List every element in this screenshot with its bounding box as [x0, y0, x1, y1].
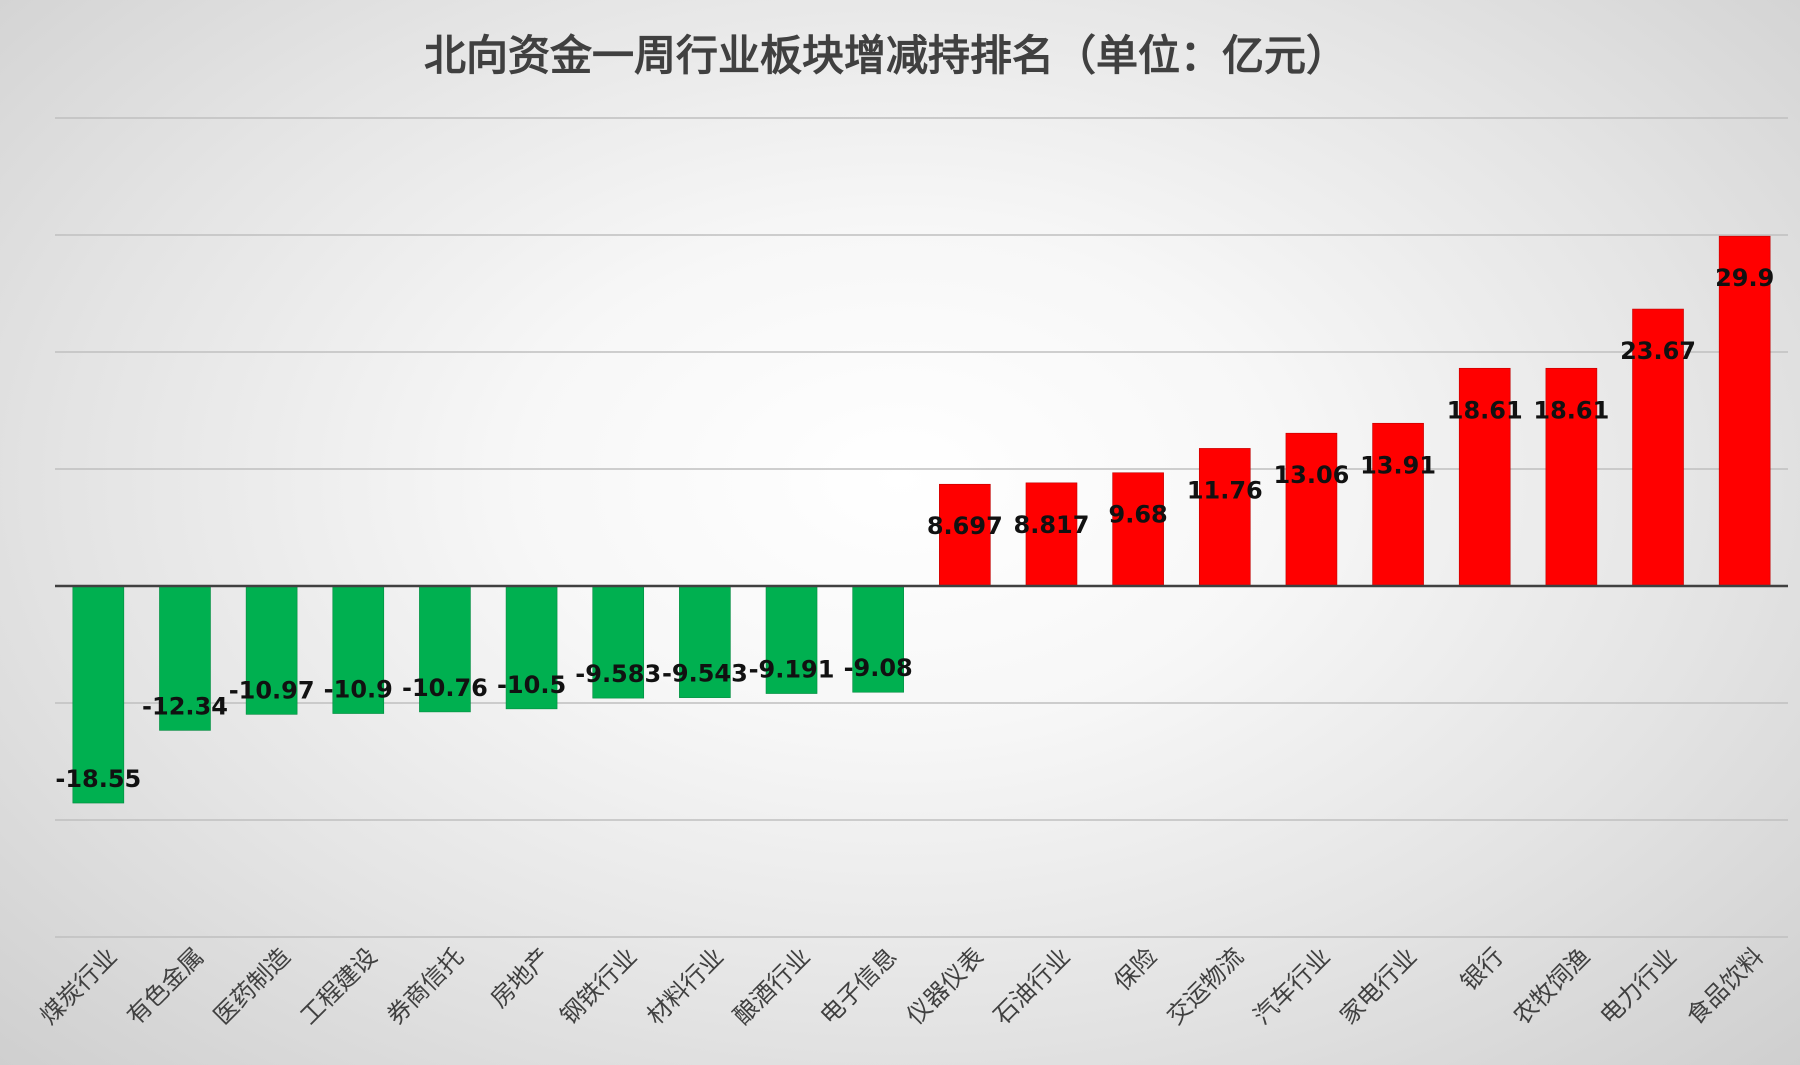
data-label: -12.34	[142, 692, 228, 720]
data-label: 18.61	[1447, 396, 1523, 424]
bar	[1718, 235, 1771, 587]
bars	[72, 235, 1771, 804]
category-label: 交运物流	[1161, 942, 1249, 1030]
category-label: 酿酒行业	[728, 942, 816, 1030]
bar	[939, 483, 991, 587]
category-label: 有色金属	[122, 942, 210, 1030]
bar	[1025, 482, 1078, 587]
category-label: 医药制造	[208, 942, 296, 1030]
category-label: 材料行业	[641, 942, 729, 1030]
category-label: 电子信息	[815, 942, 903, 1030]
category-label: 房地产	[485, 942, 556, 1013]
bar	[72, 585, 125, 804]
category-label: 石油行业	[988, 942, 1076, 1030]
data-label: -18.55	[55, 765, 141, 793]
data-label: 18.61	[1533, 396, 1609, 424]
data-label: -10.76	[402, 674, 488, 702]
category-label: 保险	[1109, 942, 1163, 996]
data-label: 11.76	[1187, 476, 1263, 504]
category-label: 电力行业	[1595, 942, 1683, 1030]
bar	[1545, 367, 1598, 587]
gridlines	[55, 117, 1788, 938]
bar	[245, 585, 298, 715]
bar	[159, 585, 211, 731]
data-label: -10.9	[324, 676, 393, 704]
bar	[1285, 432, 1338, 587]
category-label: 农牧饲渔	[1508, 942, 1596, 1030]
data-label: -10.5	[497, 671, 566, 699]
category-label: 家电行业	[1335, 942, 1423, 1030]
bar	[1632, 308, 1684, 587]
category-label: 银行	[1455, 942, 1509, 996]
bar	[1372, 422, 1424, 587]
data-label: -9.543	[662, 660, 748, 688]
bar	[1198, 448, 1251, 587]
category-label: 汽车行业	[1248, 942, 1336, 1030]
data-label: 9.68	[1109, 501, 1168, 529]
data-label: 29.9	[1715, 264, 1774, 292]
bar	[852, 585, 904, 693]
category-label: 仪器仪表	[901, 942, 989, 1030]
bar	[765, 585, 818, 694]
data-label: 8.697	[927, 512, 1003, 540]
data-label: 13.06	[1273, 461, 1349, 489]
category-label: 食品饮料	[1681, 942, 1769, 1030]
category-label: 煤炭行业	[35, 942, 123, 1030]
bar	[679, 585, 731, 698]
bar	[505, 585, 558, 710]
data-label: -9.191	[749, 656, 835, 684]
data-label: 23.67	[1620, 337, 1696, 365]
chart-title: 北向资金一周行业板块增减持排名（单位：亿元）	[424, 31, 1348, 80]
bar	[1112, 472, 1164, 587]
bar	[419, 585, 471, 713]
data-label: -9.08	[844, 654, 913, 682]
data-labels: -18.55 -12.34-10.97 -10.9 -10.76 -10.5 -9.583…	[55, 264, 1774, 793]
data-label: 8.817	[1014, 511, 1090, 539]
bar	[332, 585, 385, 714]
data-label: 13.91	[1360, 451, 1436, 479]
bar	[1458, 367, 1511, 587]
category-label: 券商信托	[381, 942, 469, 1030]
data-label: -9.583	[575, 660, 661, 688]
category-label: 钢铁行业	[555, 942, 643, 1030]
bar	[592, 585, 645, 699]
category-label: 工程建设	[295, 942, 383, 1030]
data-label: -10.97	[229, 676, 315, 704]
